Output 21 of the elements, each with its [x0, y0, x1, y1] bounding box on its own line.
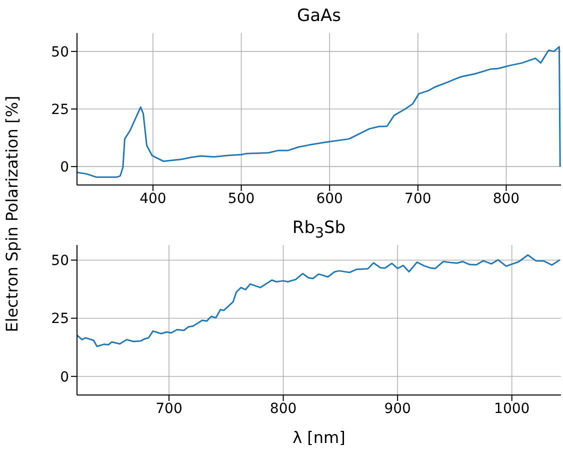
- line-series: [77, 254, 561, 348]
- y-tick-label: 0: [60, 369, 69, 386]
- x-tick-label: 600: [316, 190, 343, 207]
- x-tick-label: 1000: [494, 400, 530, 417]
- y-axis-title: Electron Spin Polarization [%]: [2, 96, 22, 332]
- x-axis-title: λ [nm]: [292, 428, 346, 447]
- x-tick-label: 700: [404, 190, 432, 207]
- y-tick-label: 50: [51, 253, 69, 270]
- chart-title: Rb$_{3}$Sb: [291, 218, 347, 242]
- line-series: [77, 46, 561, 178]
- y-tick-label: 50: [51, 44, 69, 60]
- y-tick-label: 25: [51, 102, 69, 118]
- x-tick-label: 800: [492, 190, 520, 207]
- x-tick-label: 800: [270, 400, 297, 417]
- y-tick-label: 25: [51, 311, 69, 328]
- x-tick-label: 500: [228, 190, 255, 207]
- x-tick-label: 400: [140, 190, 166, 207]
- x-tick-label: 700: [156, 400, 182, 417]
- y-tick-label: 0: [60, 160, 69, 176]
- chart-title: GaAs: [296, 6, 342, 26]
- x-tick-label: 900: [384, 400, 411, 417]
